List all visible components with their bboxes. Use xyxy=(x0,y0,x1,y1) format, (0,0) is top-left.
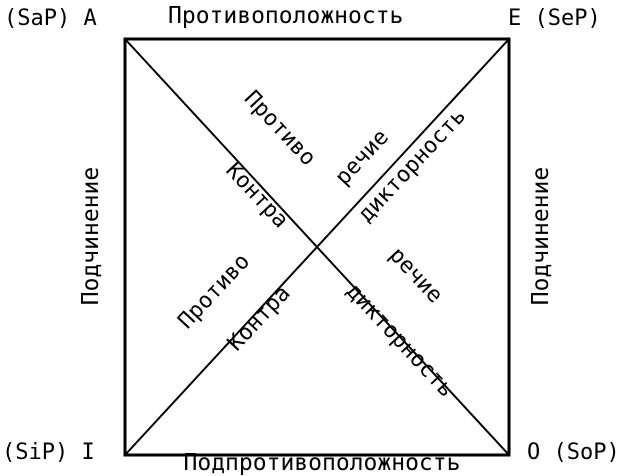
corner-label-e: E (SeP) xyxy=(508,6,601,31)
diagonal-e-to-i xyxy=(124,38,510,456)
corner-label-o: O (SoP) xyxy=(527,440,620,465)
square-outline xyxy=(123,37,511,457)
diag-label-lower-left-kontra: Контра xyxy=(223,281,295,356)
corner-label-i: (SiP) I xyxy=(2,440,95,465)
edge-label-right: Подчинение xyxy=(528,167,554,305)
edge-label-top: Противоположность xyxy=(168,3,403,29)
diag-label-right-rechie: речие xyxy=(384,243,447,308)
diag-label-left-kontra: Контра xyxy=(221,158,293,233)
diag-label-upper-left-protivo: Противо xyxy=(239,86,321,171)
corner-label-a: (SaP) A xyxy=(4,6,97,31)
edge-label-left: Подчинение xyxy=(78,167,104,305)
edge-label-bottom: Подпротивоположность xyxy=(184,450,461,476)
